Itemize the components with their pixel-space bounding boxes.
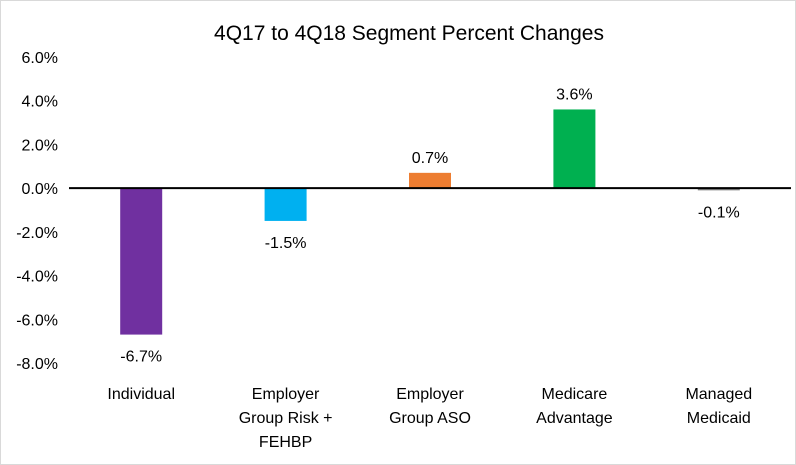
bar — [120, 188, 163, 335]
data-label: 3.6% — [556, 86, 592, 103]
data-label: 0.7% — [412, 150, 448, 167]
category-label: Managed Medicaid — [685, 386, 752, 427]
category-label: Employer Group Risk + FEHBP — [239, 386, 333, 451]
data-label: -1.5% — [265, 235, 307, 252]
y-tick-label: -6.0% — [16, 312, 58, 329]
y-tick-label: 6.0% — [22, 50, 58, 67]
bar — [409, 172, 451, 189]
y-tick-label: -2.0% — [16, 225, 58, 242]
y-tick-label: -8.0% — [16, 356, 58, 373]
data-label: -6.7% — [120, 349, 162, 366]
category-label: Medicare Advantage — [536, 386, 613, 427]
category-label: Individual — [107, 386, 175, 403]
y-axis-ticks: 6.0% 4.0% 2.0% 0.0% -2.0% -4.0% -6.0% -8.0% — [16, 50, 58, 373]
category-label: Employer Group ASO — [389, 386, 471, 427]
y-tick-label: 0.0% — [22, 181, 58, 198]
bar — [697, 188, 740, 191]
chart-title: 4Q17 to 4Q18 Segment Percent Changes — [214, 22, 604, 45]
data-label: -0.1% — [698, 204, 740, 221]
bar — [553, 109, 596, 189]
y-tick-label: -4.0% — [16, 269, 58, 286]
data-labels: -6.7% -1.5% 0.7% 3.6% -0.1% — [120, 86, 739, 365]
bars — [120, 109, 740, 335]
category-labels: Individual Employer Group Risk + FEHBP Emplo… — [107, 386, 752, 451]
y-tick-label: 4.0% — [22, 94, 58, 111]
bar — [264, 188, 307, 221]
y-tick-label: 2.0% — [22, 137, 58, 154]
